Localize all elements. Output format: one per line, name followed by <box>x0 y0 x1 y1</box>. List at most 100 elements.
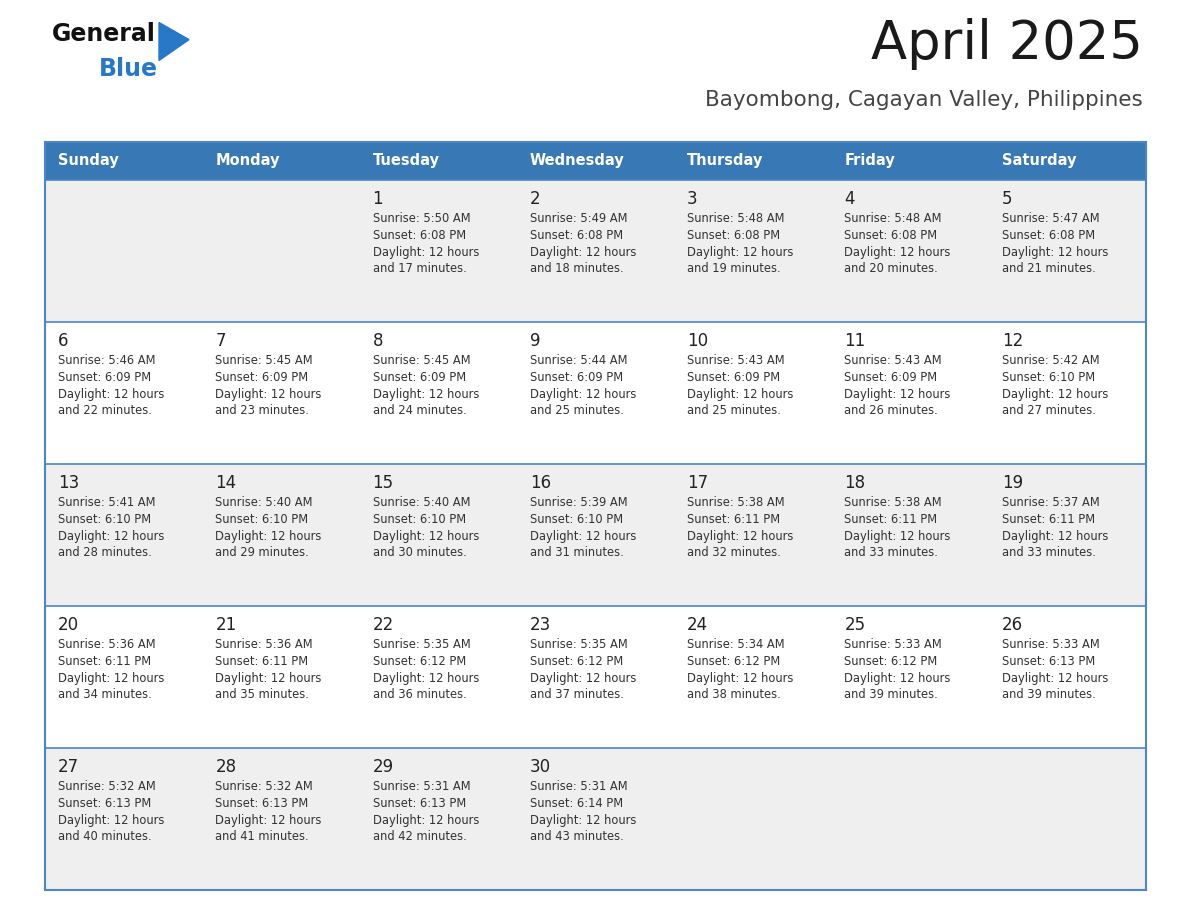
Bar <box>45 322 202 464</box>
Bar <box>517 464 674 606</box>
Text: Sunset: 6:11 PM: Sunset: 6:11 PM <box>845 513 937 526</box>
Text: Sunset: 6:10 PM: Sunset: 6:10 PM <box>530 513 623 526</box>
Text: Daylight: 12 hours: Daylight: 12 hours <box>373 530 479 543</box>
Text: Sunrise: 5:33 AM: Sunrise: 5:33 AM <box>1001 638 1099 651</box>
Text: Sunrise: 5:35 AM: Sunrise: 5:35 AM <box>373 638 470 651</box>
Text: Sunrise: 5:37 AM: Sunrise: 5:37 AM <box>1001 496 1099 509</box>
Text: Sunset: 6:12 PM: Sunset: 6:12 PM <box>687 655 781 667</box>
Text: Daylight: 12 hours: Daylight: 12 hours <box>1001 672 1108 685</box>
Text: Monday: Monday <box>215 153 280 169</box>
Text: Sunset: 6:09 PM: Sunset: 6:09 PM <box>215 371 309 384</box>
Text: Daylight: 12 hours: Daylight: 12 hours <box>215 813 322 826</box>
Text: Daylight: 12 hours: Daylight: 12 hours <box>845 387 950 400</box>
Text: Sunrise: 5:38 AM: Sunrise: 5:38 AM <box>845 496 942 509</box>
Bar <box>517 606 674 748</box>
Text: Sunset: 6:10 PM: Sunset: 6:10 PM <box>58 513 151 526</box>
Text: 15: 15 <box>373 474 393 492</box>
Text: Sunset: 6:08 PM: Sunset: 6:08 PM <box>530 229 623 241</box>
Text: Daylight: 12 hours: Daylight: 12 hours <box>845 530 950 543</box>
Text: Sunrise: 5:41 AM: Sunrise: 5:41 AM <box>58 496 156 509</box>
Text: Sunset: 6:08 PM: Sunset: 6:08 PM <box>373 229 466 241</box>
Text: Daylight: 12 hours: Daylight: 12 hours <box>215 530 322 543</box>
Text: Daylight: 12 hours: Daylight: 12 hours <box>58 813 164 826</box>
Bar <box>360 322 517 464</box>
Text: Daylight: 12 hours: Daylight: 12 hours <box>1001 530 1108 543</box>
Text: Daylight: 12 hours: Daylight: 12 hours <box>530 387 637 400</box>
Text: Sunset: 6:13 PM: Sunset: 6:13 PM <box>215 797 309 810</box>
Text: Sunset: 6:09 PM: Sunset: 6:09 PM <box>58 371 151 384</box>
Text: Tuesday: Tuesday <box>373 153 440 169</box>
Text: Sunrise: 5:36 AM: Sunrise: 5:36 AM <box>215 638 312 651</box>
Polygon shape <box>159 23 189 61</box>
Text: and 23 minutes.: and 23 minutes. <box>215 405 309 418</box>
Text: Sunset: 6:08 PM: Sunset: 6:08 PM <box>1001 229 1095 241</box>
Text: Daylight: 12 hours: Daylight: 12 hours <box>58 530 164 543</box>
Bar <box>832 180 988 322</box>
Text: Sunset: 6:08 PM: Sunset: 6:08 PM <box>687 229 781 241</box>
Text: and 22 minutes.: and 22 minutes. <box>58 405 152 418</box>
Text: and 24 minutes.: and 24 minutes. <box>373 405 467 418</box>
Text: Daylight: 12 hours: Daylight: 12 hours <box>1001 246 1108 259</box>
Text: and 39 minutes.: and 39 minutes. <box>1001 688 1095 701</box>
Bar <box>832 464 988 606</box>
Bar <box>202 322 360 464</box>
Text: Sunrise: 5:40 AM: Sunrise: 5:40 AM <box>215 496 312 509</box>
Text: 16: 16 <box>530 474 551 492</box>
Text: 11: 11 <box>845 332 866 350</box>
Text: 13: 13 <box>58 474 80 492</box>
Text: Daylight: 12 hours: Daylight: 12 hours <box>215 387 322 400</box>
Text: Sunrise: 5:38 AM: Sunrise: 5:38 AM <box>687 496 785 509</box>
Text: Daylight: 12 hours: Daylight: 12 hours <box>687 672 794 685</box>
Bar <box>45 464 202 606</box>
Text: Sunset: 6:11 PM: Sunset: 6:11 PM <box>687 513 781 526</box>
Text: Sunrise: 5:32 AM: Sunrise: 5:32 AM <box>58 780 156 793</box>
Text: Sunset: 6:13 PM: Sunset: 6:13 PM <box>58 797 151 810</box>
Bar <box>517 322 674 464</box>
Text: Sunset: 6:09 PM: Sunset: 6:09 PM <box>373 371 466 384</box>
Text: and 43 minutes.: and 43 minutes. <box>530 831 624 844</box>
Text: Sunset: 6:09 PM: Sunset: 6:09 PM <box>845 371 937 384</box>
Text: Sunset: 6:09 PM: Sunset: 6:09 PM <box>530 371 623 384</box>
Text: 14: 14 <box>215 474 236 492</box>
Text: Sunset: 6:14 PM: Sunset: 6:14 PM <box>530 797 623 810</box>
Bar <box>674 142 832 180</box>
Text: Sunrise: 5:46 AM: Sunrise: 5:46 AM <box>58 354 156 367</box>
Text: Daylight: 12 hours: Daylight: 12 hours <box>530 672 637 685</box>
Text: and 18 minutes.: and 18 minutes. <box>530 263 624 275</box>
Bar <box>674 180 832 322</box>
Text: Sunset: 6:12 PM: Sunset: 6:12 PM <box>845 655 937 667</box>
Text: 29: 29 <box>373 758 393 776</box>
Bar <box>832 142 988 180</box>
Text: 30: 30 <box>530 758 551 776</box>
Text: and 17 minutes.: and 17 minutes. <box>373 263 467 275</box>
Bar <box>45 606 202 748</box>
Bar <box>202 606 360 748</box>
Text: 5: 5 <box>1001 190 1012 208</box>
Text: Sunrise: 5:34 AM: Sunrise: 5:34 AM <box>687 638 785 651</box>
Text: 4: 4 <box>845 190 855 208</box>
Bar <box>988 142 1146 180</box>
Bar <box>988 322 1146 464</box>
Text: Daylight: 12 hours: Daylight: 12 hours <box>373 672 479 685</box>
Text: Thursday: Thursday <box>687 153 764 169</box>
Text: 21: 21 <box>215 616 236 634</box>
Bar <box>832 606 988 748</box>
Text: Daylight: 12 hours: Daylight: 12 hours <box>530 246 637 259</box>
Bar <box>988 464 1146 606</box>
Text: Daylight: 12 hours: Daylight: 12 hours <box>687 530 794 543</box>
Text: 28: 28 <box>215 758 236 776</box>
Text: Sunrise: 5:49 AM: Sunrise: 5:49 AM <box>530 212 627 225</box>
Text: Sunrise: 5:44 AM: Sunrise: 5:44 AM <box>530 354 627 367</box>
Text: Sunrise: 5:43 AM: Sunrise: 5:43 AM <box>687 354 785 367</box>
Bar <box>360 606 517 748</box>
Text: 24: 24 <box>687 616 708 634</box>
Text: 3: 3 <box>687 190 697 208</box>
Text: Sunrise: 5:45 AM: Sunrise: 5:45 AM <box>215 354 312 367</box>
Text: and 42 minutes.: and 42 minutes. <box>373 831 467 844</box>
Text: 23: 23 <box>530 616 551 634</box>
Text: Sunrise: 5:48 AM: Sunrise: 5:48 AM <box>687 212 784 225</box>
Text: Saturday: Saturday <box>1001 153 1076 169</box>
Text: and 34 minutes.: and 34 minutes. <box>58 688 152 701</box>
Text: and 25 minutes.: and 25 minutes. <box>687 405 781 418</box>
Text: 27: 27 <box>58 758 80 776</box>
